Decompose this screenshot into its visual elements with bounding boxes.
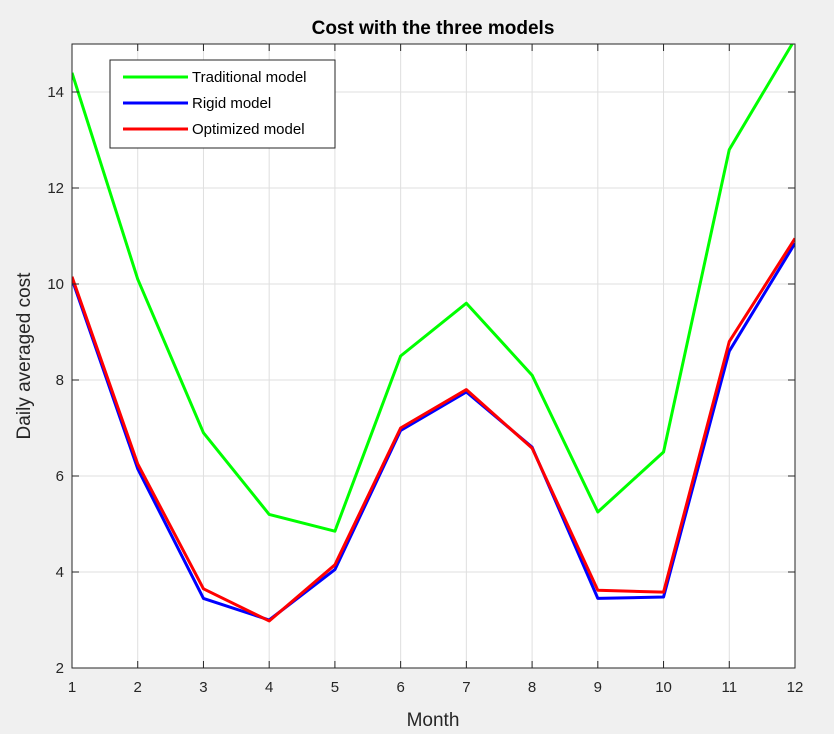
x-tick-label: 12 [787,679,804,696]
y-tick-label: 4 [56,564,64,581]
y-tick-label: 14 [47,84,64,101]
y-axis-label: Daily averaged cost [14,272,35,440]
y-tick-label: 12 [47,180,64,197]
x-tick-label: 3 [199,679,207,696]
x-axis-label: Month [407,710,460,731]
x-tick-label: 7 [462,679,470,696]
y-tick-label: 2 [56,660,64,677]
x-tick-label: 8 [528,679,536,696]
y-tick-label: 8 [56,372,64,389]
legend-label-rigid-model: Rigid model [192,95,271,112]
series-line-optimized-model [72,237,795,623]
chart-title: Cost with the three models [312,18,555,39]
legend-label-traditional-model: Traditional model [192,69,307,86]
x-tick-label: 1 [68,679,76,696]
x-tick-label: 9 [594,679,602,696]
axes-box [71,43,796,669]
x-tick-label: 4 [265,679,273,696]
legend-label-optimized-model: Optimized model [192,121,305,138]
y-tick-label: 6 [56,468,64,485]
x-tick-label: 10 [655,679,672,696]
legend: Traditional model Rigid model Optimized mo… [109,59,336,149]
series-line-traditional-model [72,44,794,533]
x-tick-label: 2 [134,679,142,696]
x-tick-label: 6 [396,679,404,696]
series-layer [72,44,795,623]
x-tick-label: 11 [721,679,737,696]
y-tick-label: 10 [47,276,64,293]
x-tick-label: 5 [331,679,339,696]
